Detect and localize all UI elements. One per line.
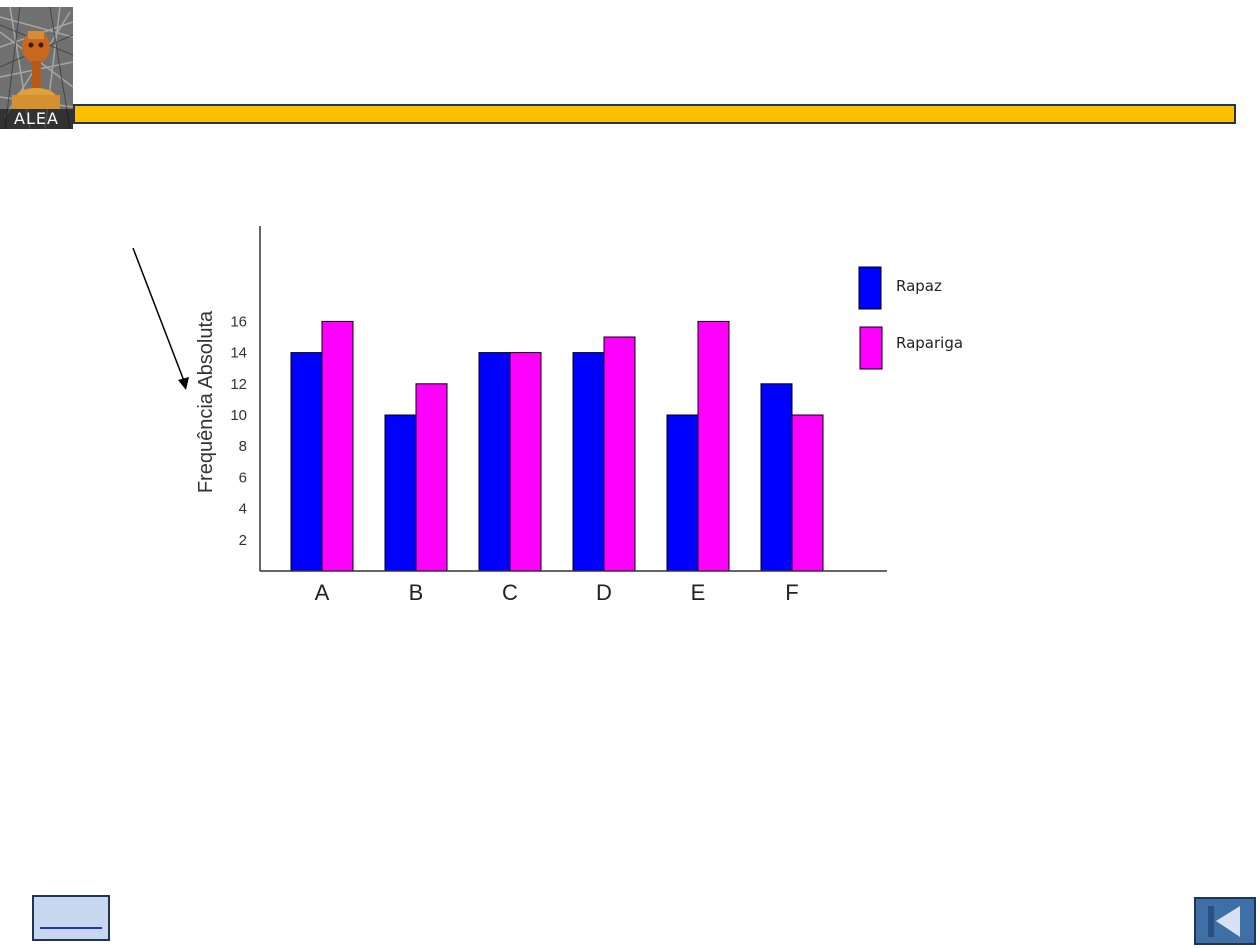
bars-layer	[290, 320, 824, 572]
bar-rapariga-d	[603, 336, 636, 572]
alea-logo: ALEA	[0, 7, 73, 129]
first-slide-button[interactable]	[1194, 897, 1256, 945]
legend-swatch-rapariga	[859, 326, 883, 370]
y-tick-label: 14	[230, 345, 247, 362]
bar-rapariga-a	[321, 320, 354, 572]
x-tick-label: D	[596, 580, 612, 605]
y-tick-label: 16	[230, 313, 247, 330]
y-tick-label: 6	[239, 469, 247, 486]
bar-rapariga-e	[697, 320, 730, 572]
legend-label-rapariga: Rapariga	[896, 334, 963, 352]
bar-rapaz-e	[666, 414, 699, 572]
x-tick-label: A	[315, 580, 330, 605]
arrow-icon	[132, 247, 189, 390]
x-tick-labels: A B C D E F	[315, 580, 799, 605]
link-underline	[40, 927, 102, 929]
y-tick-label: 8	[239, 438, 247, 455]
bar-rapariga-f	[791, 414, 824, 572]
y-axis-label: Frequência Absoluta	[195, 310, 217, 493]
home-button[interactable]	[32, 895, 110, 941]
bar-rapaz-c	[478, 352, 511, 572]
y-tick-label: 12	[230, 376, 247, 393]
bar-rapariga-c	[509, 352, 542, 572]
y-tick-labels: 2 4 6 8 10 12 14 16	[230, 313, 247, 548]
x-tick-label: C	[502, 580, 518, 605]
bar-rapaz-f	[760, 383, 793, 572]
y-tick-label: 4	[239, 501, 247, 518]
logo-text: ALEA	[0, 109, 73, 129]
skip-to-first-icon	[1208, 906, 1240, 937]
y-tick-label: 10	[230, 407, 247, 424]
legend-label-rapaz: Rapaz	[896, 277, 942, 295]
x-tick-label: B	[409, 580, 424, 605]
bar-rapaz-d	[572, 352, 605, 572]
legend-swatch-rapaz	[858, 266, 882, 310]
bar-rapariga-b	[415, 383, 448, 572]
bar-rapaz-a	[290, 352, 323, 572]
x-tick-label: E	[691, 580, 706, 605]
bar-rapaz-b	[384, 414, 417, 572]
title-bar	[73, 104, 1236, 124]
legend: Rapaz Rapariga	[858, 266, 963, 370]
x-tick-label: F	[785, 580, 798, 605]
y-tick-label: 2	[239, 532, 247, 549]
